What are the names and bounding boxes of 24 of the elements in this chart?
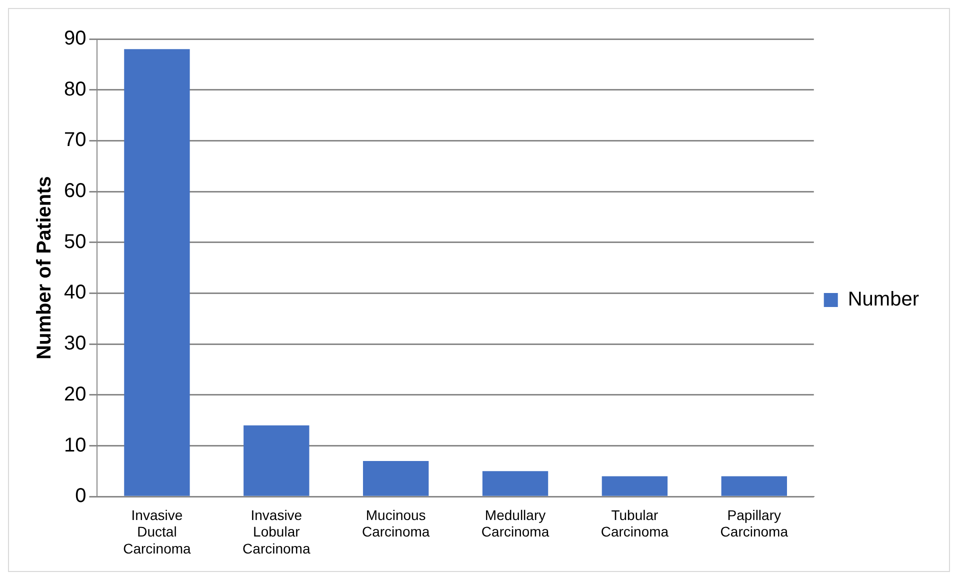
y-tick-label: 90 [64, 28, 86, 50]
bar [124, 49, 190, 496]
y-tick-label: 50 [64, 230, 86, 253]
x-tick-label: Papillary Carcinoma [720, 506, 788, 540]
x-tick-label: Invasive Ductal Carcinoma [123, 506, 192, 556]
y-axis-title: Number of Patients [34, 176, 56, 360]
y-tick-label: 20 [64, 383, 86, 406]
x-tick-label: Medullary Carcinoma [481, 506, 550, 540]
bar [482, 471, 548, 496]
y-tick-label: 30 [64, 332, 86, 355]
bar [602, 476, 668, 496]
legend-label: Number [848, 288, 920, 311]
bar [244, 425, 310, 496]
y-tick-label: 40 [64, 282, 86, 304]
y-tick-label: 80 [64, 78, 86, 100]
bar [721, 476, 787, 496]
y-tick-label: 60 [64, 180, 86, 202]
x-tick-label: Mucinous Carcinoma [362, 506, 430, 540]
y-tick-label: 0 [75, 485, 86, 508]
x-tick-label: Invasive Lobular Carcinoma [242, 506, 310, 556]
x-tick-label: Tubular Carcinoma [600, 506, 669, 540]
y-tick-label: 10 [64, 434, 86, 456]
y-tick-label: 70 [64, 129, 86, 152]
bar [362, 461, 429, 496]
